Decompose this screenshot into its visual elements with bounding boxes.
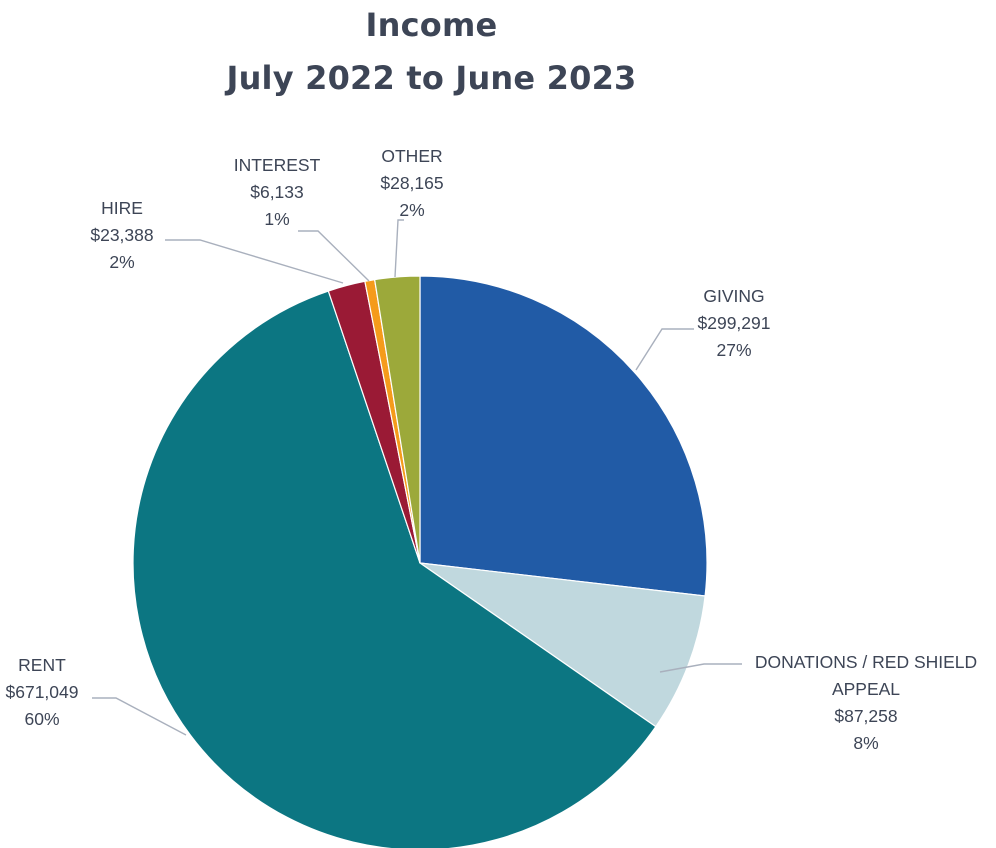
slice-label-hire: HIRE $23,388 2%: [90, 198, 153, 272]
slice-label-name: DONATIONS / RED SHIELD: [755, 652, 977, 672]
slice-label-percent: 2%: [399, 200, 424, 220]
slice-label-percent: 1%: [264, 209, 289, 229]
slice-label-name: APPEAL: [832, 679, 900, 699]
slice-label-donations-red-shield-appeal: DONATIONS / RED SHIELD APPEAL $87,258 8%: [755, 652, 977, 753]
chart-subtitle: July 2022 to June 2023: [226, 59, 637, 97]
slice-label-name: HIRE: [101, 198, 143, 218]
slice-label-other: OTHER $28,165 2%: [380, 146, 443, 220]
slice-label-amount: $299,291: [698, 313, 771, 333]
slice-label-amount: $6,133: [250, 182, 304, 202]
slice-label-name: RENT: [18, 655, 66, 675]
leader-line-interest: [298, 230, 370, 282]
leader-line-other: [394, 219, 404, 278]
pie-slice-other: [373, 275, 421, 564]
slice-label-name: INTEREST: [234, 155, 321, 175]
slice-label-giving: GIVING $299,291 27%: [698, 286, 771, 360]
slice-label-name: GIVING: [703, 286, 764, 306]
leader-line-donations-red-shield-appeal: [659, 663, 742, 673]
slice-label-percent: 27%: [716, 340, 751, 360]
slice-label-interest: INTEREST $6,133 1%: [234, 155, 321, 229]
slice-label-percent: 60%: [24, 709, 59, 729]
leader-line-hire: [165, 239, 344, 284]
leader-lines: [92, 219, 742, 736]
pie-slice-rent: [132, 290, 657, 848]
slice-label-amount: $28,165: [380, 173, 443, 193]
slice-label-amount: $23,388: [90, 225, 153, 245]
slices-layer: [132, 275, 708, 848]
leader-line-rent: [92, 697, 187, 736]
slice-label-amount: $87,258: [834, 706, 897, 726]
chart-title: Income: [365, 6, 498, 44]
pie-slice-donations-red-shield-appeal: [419, 562, 706, 728]
leader-line-giving: [635, 328, 694, 371]
slice-label-amount: $671,049: [6, 682, 79, 702]
slice-label-percent: 2%: [109, 252, 134, 272]
slice-labels: GIVING $299,291 27% DONATIONS / RED SHIELD A…: [6, 146, 978, 753]
slice-label-rent: RENT $671,049 60%: [6, 655, 79, 729]
slice-label-name: OTHER: [381, 146, 442, 166]
pie-slice-giving: [419, 275, 708, 597]
slice-label-percent: 8%: [853, 733, 878, 753]
